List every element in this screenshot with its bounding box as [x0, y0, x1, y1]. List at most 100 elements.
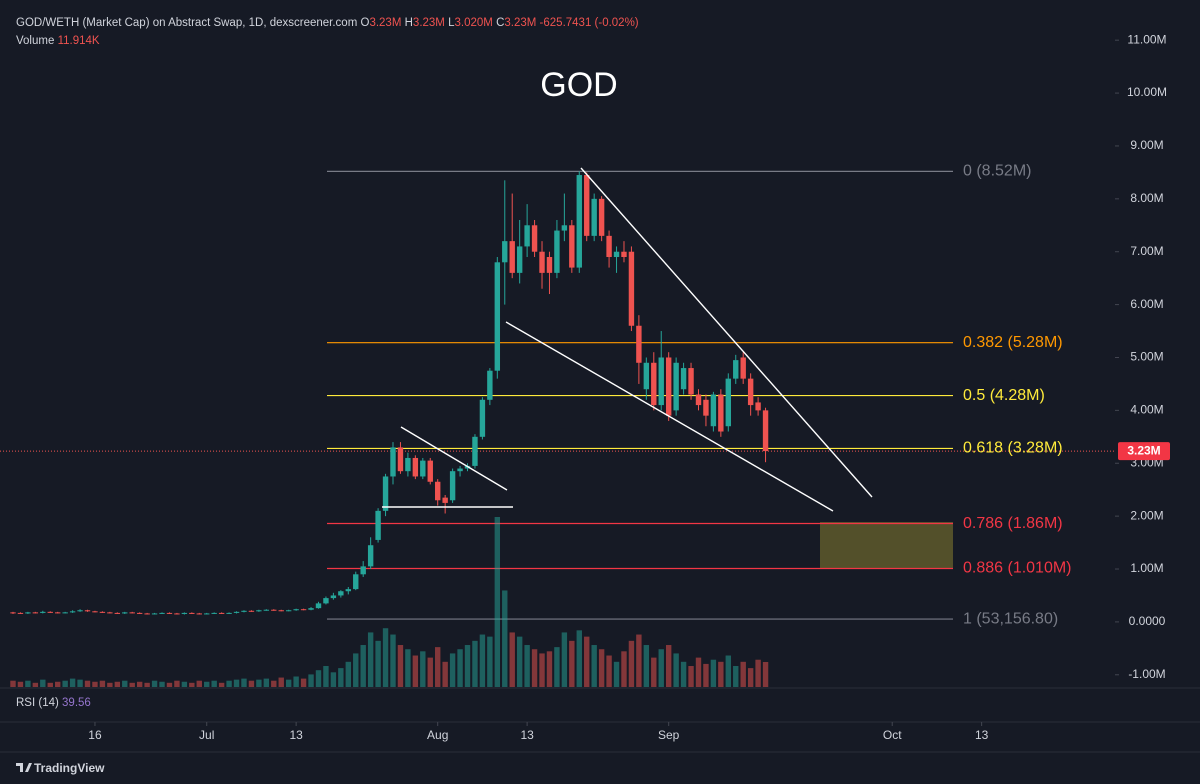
candle-body [278, 610, 284, 612]
x-tick-label: 13 [520, 728, 534, 742]
volume-bar [211, 680, 217, 687]
candle-body [129, 612, 135, 614]
candle-body [658, 357, 664, 406]
volume-bar [464, 645, 471, 687]
volume-bar [747, 668, 754, 687]
volume-bar [10, 680, 16, 687]
candle-body [189, 612, 195, 614]
ohlc-key: C [496, 17, 505, 29]
volume-bar [412, 655, 419, 687]
volume-bar [17, 681, 24, 687]
candle-body [69, 611, 76, 613]
candle-body [390, 447, 396, 477]
trend-line [400, 426, 508, 491]
y-tick-label: 2.00M [1130, 508, 1163, 522]
volume-bar [703, 663, 709, 687]
volume-bar [531, 649, 538, 687]
volume-bar [315, 670, 322, 687]
candle-body [367, 545, 374, 567]
volume-bar [546, 651, 553, 687]
y-tick-label: 7.00M [1130, 244, 1163, 258]
volume-bar [479, 634, 486, 687]
candle-body [680, 368, 687, 390]
header-text: GOD/WETH (Market Cap) on Abstract Swap, … [16, 17, 358, 29]
trend-line [580, 167, 873, 498]
header-line: GOD/WETH (Market Cap) on Abstract Swap, … [16, 17, 639, 29]
candle-body [554, 230, 560, 273]
volume-bar [584, 636, 590, 687]
volume-bar [494, 517, 501, 687]
x-tick-label: Jul [199, 728, 214, 742]
volume-bar [181, 681, 188, 687]
candle-body [271, 609, 277, 611]
volume-value: 11.914K [57, 35, 100, 47]
volume-bar [308, 674, 314, 687]
volume-bar [762, 661, 769, 687]
x-tick-label: Oct [883, 728, 902, 742]
candle-body [539, 251, 545, 273]
candle-body [449, 471, 456, 501]
candle-body [285, 610, 292, 612]
volume-bar [576, 630, 582, 687]
candle-body [144, 613, 150, 615]
candle-body [315, 603, 322, 609]
candle-body [688, 368, 694, 395]
volume-bar [218, 682, 225, 687]
volume-bar [226, 680, 232, 687]
trend-lines [382, 167, 873, 512]
candle-body [174, 613, 180, 615]
y-tick-label: 11.00M [1127, 32, 1166, 46]
fib-label: 0.382 (5.28M) [963, 334, 1063, 351]
last-price-label: 3.23M [1127, 443, 1160, 457]
volume-bar [427, 657, 433, 687]
candle-body [576, 175, 582, 268]
volume-bar [136, 681, 143, 687]
y-tick-label: 9.00M [1130, 138, 1163, 152]
target-box [820, 522, 953, 568]
x-tick-label: 16 [88, 728, 102, 742]
volume-bar [345, 661, 351, 687]
volume-bar [32, 682, 39, 687]
candle-body [233, 611, 240, 613]
candle-body [47, 611, 53, 613]
candle-body [621, 251, 627, 258]
volume-bar [338, 668, 344, 687]
candle-body [338, 591, 344, 596]
volume-bar [680, 661, 687, 687]
logo-icon [16, 763, 32, 772]
volume-bar [285, 679, 292, 687]
fib-label: 0.786 (1.86M) [963, 515, 1063, 532]
volume-bar [449, 653, 456, 687]
volume-bar [628, 640, 635, 687]
candle-body [308, 608, 314, 610]
volume-bar [330, 672, 337, 687]
volume-bar [390, 634, 396, 687]
candle-body [211, 612, 217, 614]
volume-bar [695, 657, 702, 687]
ohlc-legend: O3.23M H3.23M L3.020M C3.23M [360, 17, 539, 29]
volume-bar [606, 655, 612, 687]
candle-body [166, 612, 173, 614]
candle-body [159, 612, 165, 614]
volume-bar [107, 682, 113, 687]
volume-bar [621, 651, 627, 687]
candle-body [323, 598, 329, 604]
candle-body [509, 241, 515, 273]
change: -625.7431 (-0.02%) [539, 17, 639, 29]
candle-body [122, 612, 128, 614]
volume-bar [353, 653, 359, 687]
volume-bar [293, 676, 299, 687]
volume-bar [539, 653, 545, 687]
volume-bar [733, 666, 739, 687]
volume-bar [62, 680, 68, 687]
volume-bar [189, 682, 195, 687]
candle-body [472, 436, 478, 466]
candle-body [703, 399, 709, 416]
candle-body [531, 225, 538, 252]
rsi-name: RSI (14) [16, 697, 59, 709]
volume-bar [114, 681, 121, 687]
volume-bar [382, 628, 389, 687]
candle-body [725, 378, 731, 427]
candle-body [457, 468, 463, 472]
volume-bar [755, 659, 761, 687]
